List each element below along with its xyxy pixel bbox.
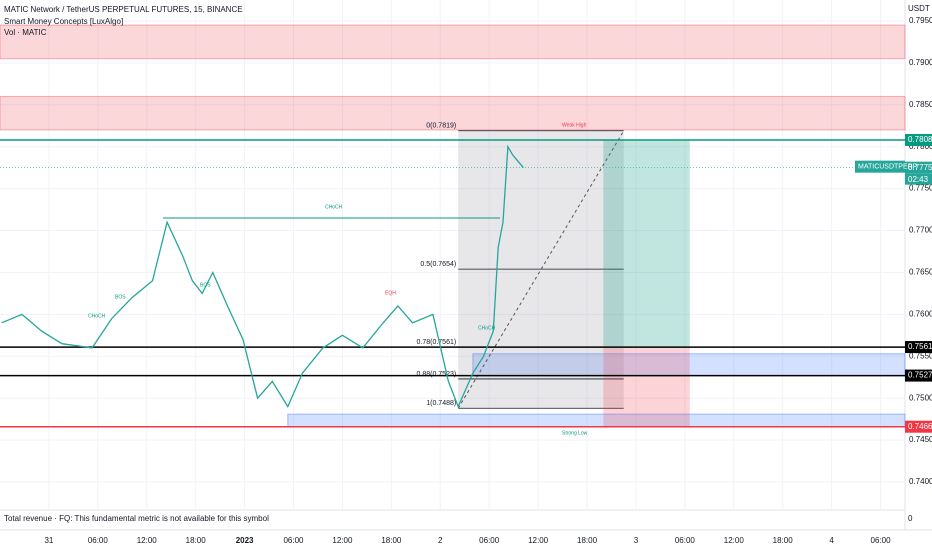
stop-zone (603, 347, 690, 427)
zone (287, 413, 906, 428)
volume-zero: 0 (908, 514, 913, 523)
price-tag (905, 134, 932, 147)
fib-label: 0.88(0.7523) (417, 371, 457, 378)
annotation: Weak High (562, 122, 587, 128)
plot: 0(0.7819) 0.5(0.7654) 0.78(0.7561) 0.88(0.7… (0, 0, 906, 510)
x-tick-label: 12:00 (528, 536, 549, 545)
x-tick-label: 12:00 (137, 536, 158, 545)
annotation: Strong Low (562, 430, 588, 436)
price-tag-label: 0.7466 (908, 422, 932, 431)
countdown-tag (905, 173, 932, 185)
x-tick-label: 06:00 (675, 536, 696, 545)
y-tick-label: 0.7800 (909, 142, 932, 151)
price-tag-label: 0.7808 (908, 135, 932, 144)
annotation: BOS (115, 294, 126, 300)
footer: Total revenue · FQ: This fundamental met… (4, 514, 269, 523)
y-tick-label: 0.7500 (909, 393, 932, 402)
annotation: BOS (200, 282, 211, 288)
fib-label: 0.5(0.7654) (420, 261, 456, 268)
x-tick-label: 06:00 (283, 536, 304, 545)
fib-box (458, 130, 624, 409)
fib-label: 0(0.7819) (426, 123, 456, 130)
x-tick-label: 18:00 (186, 536, 207, 545)
y-tick-label: 0.7950 (909, 16, 932, 25)
x-tick-label: 06:00 (88, 536, 109, 545)
x-tick-label: 06:00 (479, 536, 500, 545)
x-tick-label: 12:00 (332, 536, 353, 545)
zone (0, 95, 906, 131)
annotation: CHoCH (325, 204, 343, 210)
annotation: CHoCH (88, 313, 106, 319)
fib-label: 0.78(0.7561) (417, 339, 457, 346)
y-tick-label: 0.7400 (909, 477, 932, 486)
indicator: Smart Money Concepts [LuxAlgo] (4, 17, 123, 26)
y-tick-label: 0.7900 (909, 58, 932, 67)
annotation: EQH (385, 290, 396, 296)
x-tick-label: 18:00 (577, 536, 598, 545)
y-tick-label: 0.7700 (909, 226, 932, 235)
price-tag (905, 161, 932, 174)
price-tag-label: 0.7775 (908, 163, 932, 172)
x-tick-label: 06:00 (871, 536, 892, 545)
x-tick-label: 18:00 (381, 536, 402, 545)
y-tick-label: 0.7750 (909, 184, 932, 193)
y-tick-label: 0.7450 (909, 435, 932, 444)
zone (0, 24, 906, 60)
y-tick-label: 0.7650 (909, 268, 932, 277)
annotation: CHoCH (478, 325, 496, 331)
indicator: Vol · MATIC (4, 28, 47, 37)
y-tick-label: 0.7600 (909, 309, 932, 318)
x-tick-label: 12:00 (724, 536, 745, 545)
x-tick-label: 3 (634, 536, 639, 545)
symbol-tag (855, 160, 905, 173)
target-zone (603, 140, 690, 348)
x-tick-label: 31 (44, 536, 53, 545)
price-tag (905, 420, 932, 433)
currency: USDT (908, 4, 930, 13)
x-tick-label: 4 (829, 536, 834, 545)
x-tick-label: 2023 (236, 536, 254, 545)
y-tick-label: 0.7550 (909, 351, 932, 360)
price-tag-label: 0.7561 (908, 342, 932, 351)
price-line-series (1, 144, 524, 409)
y-tick-label: 0.7850 (909, 100, 932, 109)
price-tag (905, 369, 932, 382)
countdown: 02:43 (908, 175, 929, 184)
chart-title: MATIC Network / TetherUS PERPETUAL FUTUR… (4, 5, 243, 14)
price-tag (905, 341, 932, 354)
x-tick-label: 18:00 (773, 536, 794, 545)
price-tag-label: 0.7527 (908, 371, 932, 380)
fib-label: 1(0.7488) (426, 400, 456, 407)
x-tick-label: 2 (438, 536, 443, 545)
symbol-label: MATICUSDTPERP (858, 164, 918, 171)
